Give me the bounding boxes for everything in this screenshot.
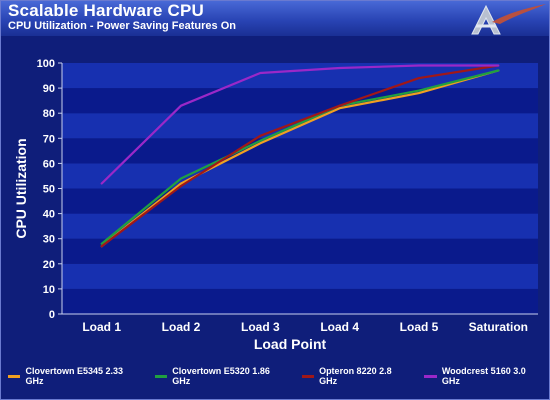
plot-band (62, 88, 538, 114)
plot-band (62, 138, 538, 164)
chart-header: Scalable Hardware CPU CPU Utilization - … (0, 0, 550, 36)
series-line-4 (100, 64, 500, 185)
y-tick-label: 40 (43, 209, 55, 221)
y-tick-label: 90 (43, 83, 55, 95)
legend-item: Clovertown E5345 2.33 GHz (8, 366, 139, 386)
legend-label: Opteron 8220 2.8 GHz (319, 366, 392, 386)
plot-band (62, 213, 538, 239)
chart-subtitle: CPU Utilization - Power Saving Features … (8, 20, 236, 32)
x-tick-label: Load 5 (400, 320, 439, 334)
chart-legend: Clovertown E5345 2.33 GHz Clovertown E532… (0, 364, 550, 388)
plot-band (62, 263, 538, 289)
y-tick-label: 80 (43, 108, 55, 120)
plot-background (62, 63, 538, 314)
legend-item: Opteron 8220 2.8 GHz (301, 366, 409, 386)
y-tick-label: 100 (37, 58, 55, 70)
legend-swatch (8, 374, 21, 378)
x-tick-label: Load 3 (241, 320, 280, 334)
plot-band (62, 163, 538, 189)
series-line-1 (100, 69, 500, 248)
y-tick-label: 70 (43, 133, 55, 145)
x-tick-label: Load 1 (82, 320, 121, 334)
legend-label: Clovertown E5345 2.33 GHz (25, 366, 124, 386)
y-axis-title: CPU Utilization (13, 138, 29, 238)
legend-label: Woodcrest 5160 3.0 GHz (441, 366, 526, 386)
y-tick-label: 50 (43, 184, 55, 196)
legend-item: Clovertown E5320 1.86 GHz (154, 366, 286, 386)
chart-labels: 0 10 20 30 40 50 60 70 80 90 100 Load 1 Load 2 Load 3… (13, 58, 528, 352)
legend-swatch (301, 374, 315, 378)
legend-item: Woodcrest 5160 3.0 GHz (424, 366, 542, 386)
x-tick-label: Load 2 (162, 320, 201, 334)
legend-label: Clovertown E5320 1.86 GHz (172, 366, 270, 386)
y-tick-label: 60 (43, 158, 55, 170)
legend-swatch (424, 374, 437, 378)
plot-band (62, 238, 538, 264)
y-tick-label: 20 (43, 259, 55, 271)
plot-band (62, 188, 538, 214)
plot-band (62, 63, 538, 89)
x-axis-title: Load Point (254, 336, 327, 352)
legend-swatch (154, 374, 168, 378)
series-line-3 (100, 64, 500, 248)
y-tick-label: 0 (49, 309, 55, 321)
y-tick-label: 10 (43, 284, 55, 296)
plot-band (62, 288, 538, 314)
y-tick-label: 30 (43, 234, 55, 246)
chart-title: Scalable Hardware CPU (8, 1, 205, 20)
x-tick-label: Load 4 (320, 320, 359, 334)
line-chart: 0 10 20 30 40 50 60 70 80 90 100 Load 1 Load 2 Load 3… (13, 58, 538, 352)
series-line-2 (100, 69, 500, 245)
chart-axes (58, 62, 538, 315)
chart-series (100, 64, 500, 248)
site-logo (471, 4, 546, 35)
x-tick-label: Saturation (469, 320, 528, 334)
